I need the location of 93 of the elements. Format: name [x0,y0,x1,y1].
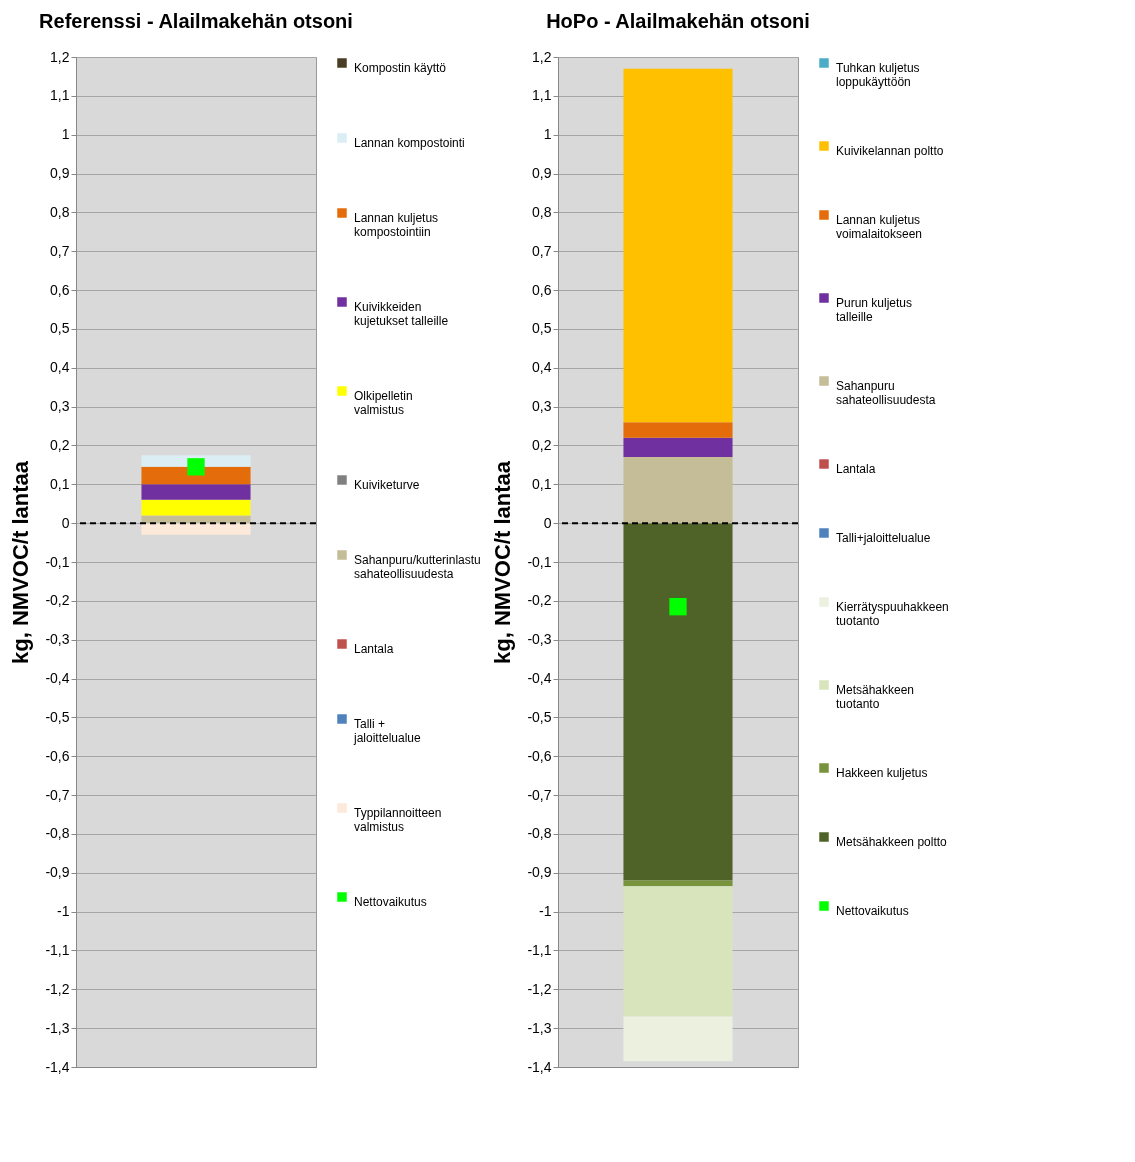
chart-title: Referenssi - Alailmakehän otsoni [39,10,353,32]
y-tick-label: -0,5 [45,708,70,725]
legend-label: Kierrätyspuuhakkeen tuotanto [836,600,949,628]
y-tick-label: 0 [61,514,70,531]
legend-label: Olkipelletin valmistus [354,389,413,417]
legend-label: Talli+jaloittelualue [836,531,931,545]
y-tick-label: 0,5 [50,320,70,337]
y-tick-label: -1,2 [527,980,552,997]
legend-label: Lantala [836,462,876,476]
y-tick-label: -0,2 [45,592,70,609]
y-tick-label: -0,6 [45,747,70,764]
legend-label: Talli + jaloittelualue [353,717,422,745]
legend-label: Nettovaikutus [354,895,427,909]
y-tick-label: 0,1 [50,475,70,492]
legend-label: Lannan kuljetus voimalaitokseen [836,213,923,241]
y-tick-label: 0,3 [50,398,70,415]
y-tick-label: 0,4 [50,359,70,376]
y-tick-label: 0,5 [532,320,552,337]
legend-label: Kuivikkeiden kujetukset talleille [354,300,449,328]
y-tick-label: 1,1 [532,87,552,104]
y-tick-label: 0,8 [50,203,70,220]
legend-label: Kuiviketurve [354,478,420,492]
y-tick-label: 0,7 [532,242,552,259]
y-tick-label: -0,3 [45,631,70,648]
y-tick-label: -1,4 [45,1058,70,1075]
y-tick-label: 1,2 [532,48,552,65]
y-tick-label: 0,9 [50,165,70,182]
y-tick-label: -1 [539,903,552,920]
y-tick-label: 0,4 [532,359,552,376]
bar [623,437,733,458]
y-tick-label: -1,4 [527,1058,552,1075]
y-tick-label: 0,2 [532,436,552,453]
y-tick-label: 0,2 [50,436,70,453]
bar [141,466,251,485]
legend-label: Kuivikelannan poltto [836,144,944,158]
legend-label: Hakkeen kuljetus [836,766,928,780]
bar [141,499,251,516]
bar [623,457,733,524]
legend-label: Purun kuljetus talleille [836,296,913,324]
y-tick-label: 0,8 [532,203,552,220]
bar [141,484,251,500]
y-tick-label: -0,4 [527,670,552,687]
legend-label: Lannan kuljetus kompostointiin [354,211,439,239]
y-tick-label: -0,4 [45,670,70,687]
y-tick-label: -0,6 [527,747,552,764]
legend-label: Sahanpuru sahateollisuudesta [836,379,936,407]
bar [141,523,251,535]
y-tick-label: -0,9 [45,864,70,881]
y-tick-label: -1,1 [45,941,70,958]
y-tick-label: -1,3 [527,1019,552,1036]
y-tick-label: 1 [543,126,552,143]
bar [623,422,733,438]
legend-label: Typpilannoitteen valmistus [354,806,442,834]
y-tick-label: 0,1 [532,475,552,492]
y-tick-label: -0,5 [527,708,552,725]
y-tick-label: 0 [543,514,552,531]
y-tick-label: 0,6 [532,281,552,298]
y-tick-label: -1,2 [45,980,70,997]
bar [623,523,733,881]
y-tick-label: -1,1 [527,941,552,958]
legend-label: Metsähakkeen tuotanto [836,683,915,711]
y-tick-label: -0,8 [45,825,70,842]
legend-label: Tuhkan kuljetus loppukäyttöön [836,61,920,89]
y-tick-label: -0,7 [45,786,70,803]
legend-label: Sahanpuru/kutterinlastu sahateollisuudesta [354,553,481,581]
legend-label: Kompostin käyttö [354,61,447,75]
y-tick-label: 1,2 [50,48,70,65]
y-tick-label: -0,1 [527,553,552,570]
y-tick-label: 0,7 [50,242,70,259]
y-tick-label: 0,6 [50,281,70,298]
legend-label: Lantala [354,642,394,656]
y-tick-label: -0,3 [527,631,552,648]
legend-label: Nettovaikutus [836,904,909,918]
y-tick-label: -0,7 [527,786,552,803]
y-tick-label: -0,9 [527,864,552,881]
y-tick-label: -0,8 [527,825,552,842]
y-tick-label: -0,1 [45,553,70,570]
y-tick-label: -1 [57,903,70,920]
y-axis-title: kg, NMVOC/t lantaa [8,460,34,664]
bar [623,886,733,1017]
bar [623,68,733,423]
legend-label: Metsähakkeen poltto [836,835,948,849]
y-tick-label: -0,2 [527,592,552,609]
y-tick-label: 1,1 [50,87,70,104]
legend-label: Lannan kompostointi [354,136,465,150]
y-tick-label: 0,3 [532,398,552,415]
y-tick-label: 0,9 [532,165,552,182]
bar [623,1016,733,1062]
chart-title: HoPo - Alailmakehän otsoni [546,10,810,32]
bar [141,515,251,524]
y-tick-label: -1,3 [45,1019,70,1036]
y-axis-title: kg, NMVOC/t lantaa [490,460,516,664]
y-tick-label: 1 [61,126,70,143]
